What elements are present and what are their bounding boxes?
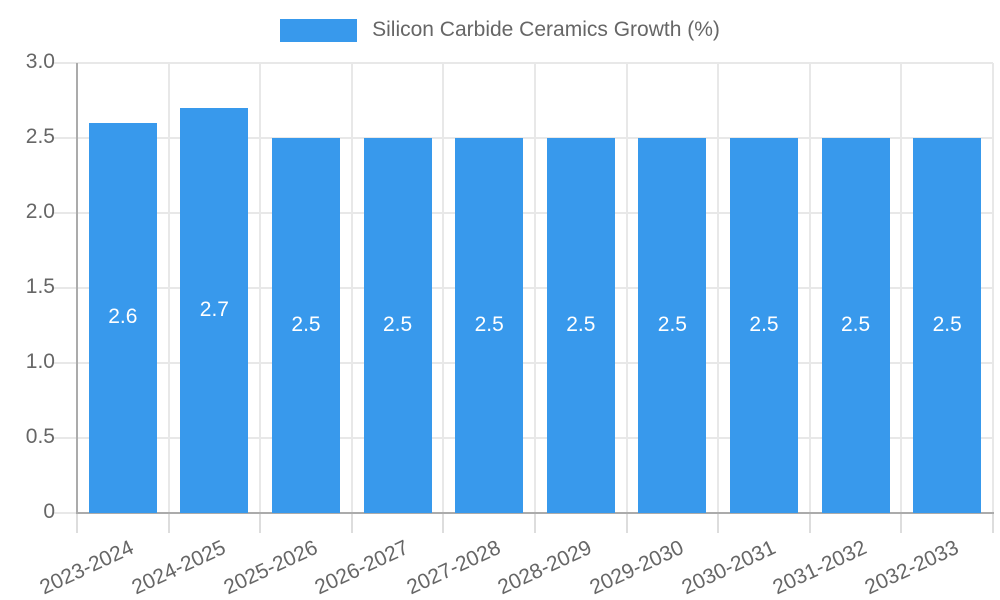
bar — [88, 123, 157, 513]
y-axis-line — [76, 63, 78, 514]
bar-value-label: 2.5 — [657, 312, 687, 336]
x-tick-label: 2025-2026 — [219, 536, 321, 600]
x-tick — [350, 513, 353, 533]
x-tick-label: 2031-2032 — [769, 536, 871, 600]
x-tick — [717, 513, 720, 533]
y-gridline — [53, 62, 993, 64]
y-tick-label: 3.0 — [25, 50, 55, 73]
bar-value-label: 2.5 — [749, 312, 779, 336]
x-gridline — [350, 63, 353, 513]
x-gridline — [167, 63, 170, 513]
x-tick — [76, 513, 78, 533]
x-gridline — [992, 63, 994, 513]
x-tick — [900, 513, 903, 533]
bar — [455, 138, 524, 513]
bar-value-label: 2.5 — [840, 312, 871, 336]
bar — [272, 138, 340, 513]
x-tick — [167, 513, 170, 533]
x-gridline — [625, 63, 628, 513]
x-axis-line — [76, 512, 994, 514]
x-tick-label: 2032-2033 — [861, 536, 962, 600]
x-tick — [534, 513, 536, 533]
bar — [638, 138, 707, 513]
bar-value-label: 2.7 — [199, 297, 229, 321]
bar-value-label: 2.5 — [291, 312, 321, 336]
x-gridline — [900, 63, 903, 513]
x-tick — [442, 513, 445, 533]
x-tick-label: 2027-2028 — [403, 536, 504, 600]
y-tick-label: 0.5 — [25, 425, 55, 448]
bar — [821, 138, 890, 513]
y-tick-label: 2.0 — [25, 200, 55, 223]
bar-value-label: 2.5 — [474, 312, 504, 336]
x-gridline — [717, 63, 720, 513]
x-tick-label: 2029-2030 — [586, 536, 688, 600]
bar — [730, 138, 798, 513]
x-tick — [625, 513, 628, 533]
chart-legend[interactable]: Silicon Carbide Ceramics Growth (%) — [0, 18, 1000, 42]
x-gridline — [808, 63, 811, 513]
x-tick — [992, 513, 994, 533]
y-tick-label: 0 — [43, 500, 55, 523]
x-gridline — [442, 63, 445, 513]
x-tick-label: 2028-2029 — [494, 536, 596, 600]
bar-value-label: 2.5 — [566, 312, 596, 336]
y-tick-label: 2.5 — [25, 125, 55, 148]
bar-value-label: 2.5 — [382, 312, 413, 336]
x-gridline — [259, 63, 262, 513]
bar — [913, 138, 982, 513]
bar-value-label: 2.5 — [932, 312, 962, 336]
y-tick-label: 1.0 — [25, 350, 55, 373]
legend-label: Silicon Carbide Ceramics Growth (%) — [372, 18, 720, 41]
bar — [363, 138, 432, 513]
x-tick-label: 2026-2027 — [311, 536, 413, 600]
bar — [546, 138, 615, 513]
x-tick-label: 2023-2024 — [36, 536, 138, 600]
x-tick — [259, 513, 262, 533]
x-tick-label: 2024-2025 — [128, 536, 230, 600]
y-tick-label: 1.5 — [25, 275, 55, 298]
bar — [180, 108, 249, 513]
x-tick — [808, 513, 811, 533]
x-gridline — [534, 63, 536, 513]
bar-value-label: 2.6 — [108, 305, 138, 328]
legend-swatch — [280, 18, 358, 42]
x-tick-label: 2030-2031 — [677, 536, 779, 600]
